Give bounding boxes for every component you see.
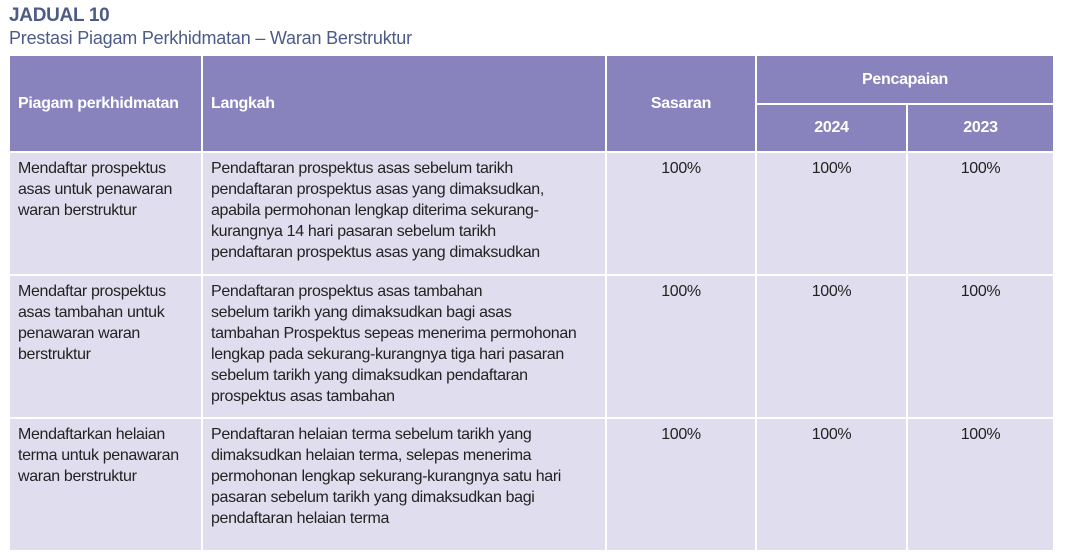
table-row: Mendaftar prospektus asas untuk penawara…: [10, 153, 1053, 274]
table-row: Mendaftar prospektus asas tambahan untuk…: [10, 276, 1053, 417]
table-number: JADUAL 10: [9, 5, 110, 26]
header-2024: 2024: [757, 105, 906, 151]
header-2023: 2023: [908, 105, 1053, 151]
service-charter-table: Piagam perkhidmatan Langkah Sasaran Penc…: [8, 54, 1055, 552]
piagam-cell: Mendaftarkan helaian terma untuk penawar…: [10, 419, 201, 550]
achievement-2024-cell: 100%: [757, 153, 906, 274]
achievement-2024-cell: 100%: [757, 419, 906, 550]
achievement-2023-cell: 100%: [908, 419, 1053, 550]
header-piagam: Piagam perkhidmatan: [10, 56, 201, 151]
header-langkah: Langkah: [203, 56, 605, 151]
achievement-2023-cell: 100%: [908, 276, 1053, 417]
sasaran-cell: 100%: [607, 419, 755, 550]
header-pencapaian: Pencapaian: [757, 56, 1053, 103]
sasaran-cell: 100%: [607, 276, 755, 417]
langkah-cell: Pendaftaran helaian terma sebelum tarikh…: [203, 419, 605, 550]
piagam-cell: Mendaftar prospektus asas tambahan untuk…: [10, 276, 201, 417]
piagam-cell: Mendaftar prospektus asas untuk penawara…: [10, 153, 201, 274]
achievement-2023-cell: 100%: [908, 153, 1053, 274]
langkah-cell: Pendaftaran prospektus asas tambahan seb…: [203, 276, 605, 417]
sasaran-cell: 100%: [607, 153, 755, 274]
table-row: Mendaftarkan helaian terma untuk penawar…: [10, 419, 1053, 550]
table-title: Prestasi Piagam Perkhidmatan – Waran Ber…: [9, 28, 412, 48]
langkah-cell: Pendaftaran prospektus asas sebelum tari…: [203, 153, 605, 274]
header-sasaran: Sasaran: [607, 56, 755, 151]
achievement-2024-cell: 100%: [757, 276, 906, 417]
